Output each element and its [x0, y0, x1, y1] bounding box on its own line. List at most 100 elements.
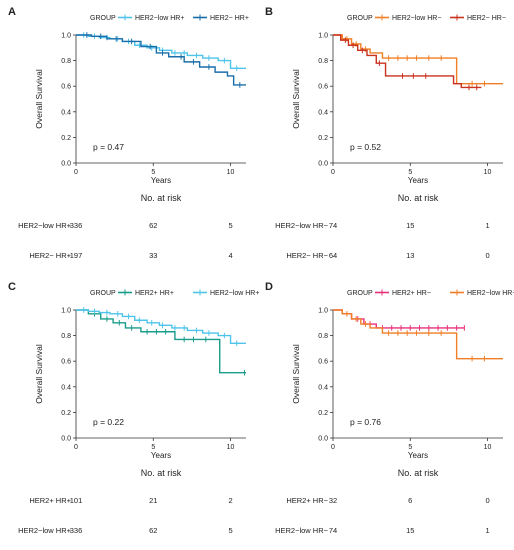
y-tick-label: 0.0 — [61, 436, 71, 443]
survival-curve — [333, 309, 503, 360]
risk-count: 62 — [149, 526, 157, 535]
legend-item: HER2−low HR− — [450, 289, 514, 297]
risk-count: 62 — [149, 221, 157, 230]
risk-count: 197 — [70, 251, 83, 260]
risk-count: 13 — [406, 251, 414, 260]
y-axis: 0.0 0.2 0.4 0.6 0.8 1.0 Overall Survival — [291, 308, 334, 443]
risk-table-title: No. at risk — [398, 468, 439, 478]
survival-curve — [76, 34, 246, 86]
legend-item: HER2− HR+ — [193, 14, 249, 22]
y-tick-label: 0.2 — [318, 410, 328, 417]
x-axis-title: Years — [151, 176, 171, 185]
x-tick-label: 5 — [408, 444, 412, 451]
panel-label: A — [8, 6, 16, 18]
risk-table-row: HER2+ HR+101 21 2 — [29, 496, 232, 505]
y-axis: 0.0 0.2 0.4 0.6 0.8 1.0 Overall Survival — [34, 308, 77, 443]
survival-series — [76, 32, 246, 88]
y-axis-title: Overall Survival — [34, 344, 44, 404]
risk-row-label: HER2− HR− — [286, 251, 328, 260]
y-tick-label: 0.2 — [61, 410, 71, 417]
legend-label: HER2−low HR− — [467, 290, 514, 297]
legend-label: HER2−low HR+ — [135, 15, 184, 22]
panel-label: D — [265, 281, 273, 293]
risk-row-label: HER2−low HR− — [275, 221, 329, 230]
y-tick-label: 0.2 — [318, 135, 328, 142]
legend-label: HER2−low HR+ — [210, 290, 259, 297]
y-tick-label: 0.4 — [318, 384, 328, 391]
survival-curve — [76, 309, 246, 374]
risk-count: 5 — [228, 526, 232, 535]
x-axis: 0 5 10 Years — [331, 437, 503, 460]
y-tick-label: 0.6 — [61, 84, 71, 91]
x-tick-label: 5 — [151, 169, 155, 176]
y-tick-label: 0.8 — [61, 58, 71, 65]
risk-row-label: HER2−low HR+ — [18, 526, 72, 535]
y-tick-label: 0.8 — [61, 333, 71, 340]
survival-series — [333, 309, 465, 331]
x-tick-label: 0 — [74, 169, 78, 176]
y-axis: 0.0 0.2 0.4 0.6 0.8 1.0 Overall Survival — [291, 33, 334, 168]
risk-table-row: HER2− HR+197 33 4 — [29, 251, 232, 260]
y-tick-label: 0.6 — [61, 359, 71, 366]
p-value-annotation: p = 0.22 — [93, 417, 124, 427]
legend-title: GROUP — [347, 15, 373, 22]
legend-label: HER2− HR+ — [210, 15, 249, 22]
y-tick-label: 1.0 — [318, 308, 328, 315]
x-tick-label: 5 — [408, 169, 412, 176]
risk-table-title: No. at risk — [141, 193, 182, 203]
risk-row-label: HER2−low HR− — [275, 526, 329, 535]
y-axis-title: Overall Survival — [291, 69, 301, 129]
survival-series — [76, 309, 246, 376]
x-axis-title: Years — [408, 176, 428, 185]
x-axis: 0 5 10 Years — [74, 162, 246, 185]
risk-row-label: HER2+ HR− — [286, 496, 328, 505]
y-tick-label: 1.0 — [61, 308, 71, 315]
p-value-annotation: p = 0.47 — [93, 142, 124, 152]
legend-item: HER2+ HR− — [375, 289, 431, 297]
survival-series — [76, 32, 246, 72]
risk-table-title: No. at risk — [141, 468, 182, 478]
y-axis-title: Overall Survival — [34, 69, 44, 129]
y-tick-label: 0.0 — [318, 436, 328, 443]
legend-title: GROUP — [90, 290, 116, 297]
risk-row-label: HER2−low HR+ — [18, 221, 72, 230]
x-tick-label: 10 — [227, 169, 235, 176]
x-axis-title: Years — [408, 451, 428, 460]
survival-series — [333, 34, 482, 91]
y-axis-title: Overall Survival — [291, 344, 301, 404]
risk-count: 74 — [329, 221, 337, 230]
risk-count: 4 — [228, 251, 232, 260]
risk-count: 15 — [406, 221, 414, 230]
risk-count: 33 — [149, 251, 157, 260]
p-value-annotation: p = 0.52 — [350, 142, 381, 152]
risk-count: 15 — [406, 526, 414, 535]
risk-table: No. at risk HER2+ HR+101 21 2 HER2−low HR+33… — [18, 468, 233, 535]
y-tick-label: 0.2 — [61, 135, 71, 142]
risk-table: No. at risk HER2−low HR− 74 15 1 HER2− HR− 64 1… — [275, 193, 490, 260]
x-tick-label: 0 — [331, 169, 335, 176]
y-tick-label: 0.4 — [61, 109, 71, 116]
risk-count: 64 — [329, 251, 337, 260]
legend-item: HER2− HR− — [450, 14, 506, 22]
legend-item: HER2−low HR+ — [118, 14, 184, 22]
risk-row-label: HER2+ HR+ — [29, 496, 71, 505]
legend: GROUP HER2−low HR− HER2− HR− — [347, 14, 506, 22]
legend-title: GROUP — [90, 15, 116, 22]
x-axis: 0 5 10 Years — [74, 437, 246, 460]
legend: GROUP HER2−low HR+ HER2− HR+ — [90, 14, 249, 22]
risk-row-label: HER2− HR+ — [29, 251, 71, 260]
survival-curve — [76, 34, 246, 69]
risk-count: 6 — [408, 496, 412, 505]
risk-table-row: HER2+ HR− 32 6 0 — [286, 496, 489, 505]
survival-curve — [76, 309, 246, 344]
legend: GROUP HER2+ HR+ HER2−low HR+ — [90, 289, 259, 297]
legend-label: HER2− HR− — [467, 15, 506, 22]
y-tick-label: 0.0 — [318, 161, 328, 168]
y-tick-label: 1.0 — [318, 33, 328, 40]
x-tick-label: 10 — [484, 169, 492, 176]
y-tick-label: 0.0 — [61, 161, 71, 168]
